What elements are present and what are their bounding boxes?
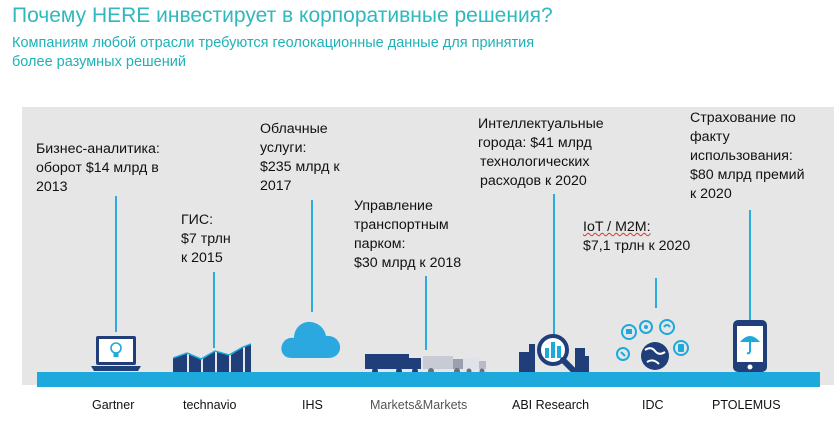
- source-gartner: Gartner: [92, 398, 135, 412]
- timeline-band: [37, 372, 820, 387]
- source-abi-research: ABI Research: [512, 398, 590, 412]
- stat-line: расходов к 2020: [480, 173, 587, 189]
- stat-line: 2017: [260, 178, 292, 194]
- stat-line: к 2015: [181, 250, 223, 266]
- stat-line: 2013: [36, 179, 68, 195]
- stat-line: $30 млрд к 2018: [354, 255, 462, 271]
- stat-line: технологических: [480, 154, 590, 170]
- subtitle-line-1: Компаниям любой отрасли требуются геолок…: [12, 35, 535, 51]
- stat-usage-insurance: Страхование по факту использования: $80 …: [690, 109, 805, 204]
- infographic-panel: [22, 107, 834, 385]
- stat-line: IoT / M2M:: [583, 219, 651, 235]
- source-technavio: technavio: [183, 398, 237, 412]
- stat-business-analytics: Бизнес-аналитика: оборот $14 млрд в 2013: [36, 140, 160, 197]
- stat-iot-m2m: IoT / M2M: $7,1 трлн к 2020: [583, 218, 690, 256]
- stat-line: Интеллектуальные: [478, 116, 604, 132]
- laptop-bulb-icon: [91, 336, 141, 371]
- connector-line-idc: [655, 278, 657, 308]
- connector-line-ptolemus: [749, 210, 751, 320]
- stat-line: услуги:: [260, 140, 307, 156]
- stat-line: ГИС:: [181, 212, 214, 228]
- stat-line: факту: [690, 129, 730, 145]
- stat-gis: ГИС: $7 трлн к 2015: [181, 211, 231, 268]
- stat-line: оборот $14 млрд в: [36, 160, 159, 176]
- stat-line: парком:: [354, 236, 406, 252]
- connector-line-gartner: [115, 196, 117, 332]
- cloud-icon: [281, 321, 341, 358]
- connector-line-technavio: [213, 272, 215, 348]
- connector-line-abi: [553, 194, 555, 338]
- connector-line-markets: [425, 276, 427, 350]
- magnifier-city-icon: [519, 334, 589, 373]
- stat-smart-cities: Интеллектуальные города: $41 млрд технол…: [478, 115, 604, 191]
- stat-line: к 2020: [690, 186, 732, 202]
- stat-line: транспортным: [354, 217, 449, 233]
- stat-line: Страхование по: [690, 110, 796, 126]
- stat-line: $235 млрд к: [260, 159, 340, 175]
- stat-cloud-services: Облачные услуги: $235 млрд к 2017: [260, 120, 340, 196]
- stat-line: Облачные: [260, 121, 328, 137]
- bar-chart-icon: [173, 343, 252, 372]
- stat-fleet-management: Управление транспортным парком: $30 млрд…: [354, 197, 461, 273]
- stat-line: $7 трлн: [181, 231, 231, 247]
- source-markets-and-markets: Markets&Markets: [370, 398, 468, 412]
- page-subtitle: Компаниям любой отрасли требуются геолок…: [12, 34, 662, 72]
- connector-line-ihs: [311, 200, 313, 312]
- source-ihs: IHS: [302, 398, 323, 412]
- subtitle-line-2: более разумных решений: [12, 54, 186, 70]
- phone-umbrella-icon: [733, 320, 767, 372]
- source-ptolemus: PTOLEMUS: [712, 398, 781, 412]
- source-idc: IDC: [642, 398, 664, 412]
- stat-line: города: $41 млрд: [478, 135, 592, 151]
- stat-line: использования:: [690, 148, 793, 164]
- stat-line: $7,1 трлн к 2020: [583, 238, 691, 254]
- stat-line: Бизнес-аналитика:: [36, 141, 160, 157]
- stat-line: $80 млрд премий: [690, 167, 805, 183]
- page-title: Почему HERE инвестирует в корпоративные …: [12, 4, 553, 27]
- stat-line: Управление: [354, 198, 433, 214]
- globe-devices-icon: [616, 319, 689, 370]
